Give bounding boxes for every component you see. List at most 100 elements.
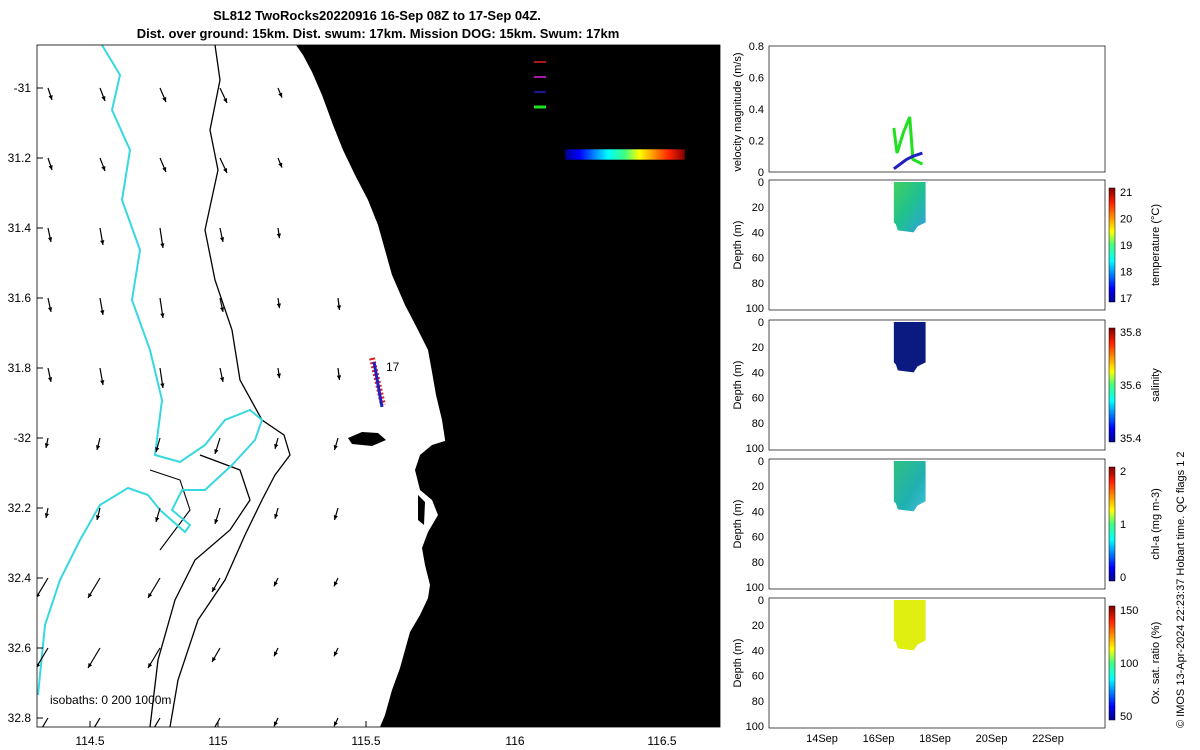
chla-swath — [893, 461, 926, 512]
map-ytick-label: 32.2 — [8, 501, 32, 515]
geo-vector — [274, 437, 279, 449]
chla-cbar-label: chl-a (mg m-3) — [1150, 488, 1162, 560]
legend-label: net glider velocity — [552, 100, 645, 114]
geo-vector — [44, 507, 49, 519]
track-line — [372, 361, 384, 408]
salinity-colorbar — [1108, 327, 1116, 443]
temperature-depth-tick: 100 — [746, 303, 764, 315]
geo-vector — [41, 717, 49, 727]
colorbar-tick-label: 0 — [572, 167, 579, 181]
chla-depth-tick: 20 — [752, 481, 764, 493]
geo-vector — [336, 367, 342, 381]
geo-vector — [47, 87, 53, 101]
salinity-depth-tick: 40 — [752, 367, 764, 379]
colorbar-side-label: 4h — [530, 130, 543, 144]
panels-xtick-label: 16Sep — [863, 733, 895, 745]
chla-cbar-tick: 1 — [1120, 519, 1126, 531]
velocity-ytick: 0.6 — [749, 73, 764, 85]
velocity-ytick: 0 — [758, 167, 764, 179]
map-x-axis: 114.5 115 115.5 116 116.5 — [75, 721, 677, 748]
geo-vector — [214, 507, 221, 525]
oxygen-swath — [893, 600, 926, 651]
track-label: 17 — [386, 360, 400, 374]
geo-vector — [211, 647, 221, 663]
salinity-swath — [893, 322, 926, 373]
isobath-200m — [169, 45, 291, 727]
geo-vector — [44, 437, 49, 449]
geo-vector — [273, 577, 279, 587]
legend-item: dive-avg current veloc. — [534, 85, 673, 99]
geo-vector — [99, 227, 105, 246]
chla-axes — [768, 458, 1106, 590]
map-xtick-label: 116 — [505, 734, 524, 748]
temperature-depth-tick: 60 — [752, 253, 764, 265]
colorbar-tick-label: 0.2 — [611, 167, 628, 181]
geo-vector — [96, 507, 101, 521]
isobath-1000m-b — [149, 469, 191, 551]
isobath-1000m — [149, 454, 251, 727]
temperature-colorbar — [1108, 187, 1116, 303]
salinity-axes — [768, 319, 1106, 451]
panels-xtick-label: 18Sep — [919, 733, 951, 745]
velocity-ytick: 0.4 — [749, 104, 764, 116]
geo-vector — [47, 227, 53, 243]
oxygen-cbar-label: Ox. sat. ratio (%) — [1150, 622, 1162, 705]
legend-item: sfc geo. vel. 23-Sep-2022 — [534, 115, 689, 129]
temperature-depth-tick: 20 — [752, 202, 764, 214]
map-ytick-label: 32.6 — [8, 641, 32, 655]
chla-depth-tick: 100 — [746, 582, 764, 594]
map-ytick-label: 31.6 — [8, 291, 32, 305]
land-mass — [296, 45, 720, 727]
chla-cbar-tick: 2 — [1120, 466, 1126, 478]
map-xtick-label: 116.5 — [647, 734, 676, 748]
geo-vector — [333, 507, 339, 521]
map-xtick-label: 114.5 — [75, 734, 104, 748]
geo-vector — [37, 647, 49, 668]
velocity-panel: 0.8 0.6 0.4 0.2 0 velocity magnitude (m/s) — [732, 41, 1106, 179]
map-title-line1: SL812 TwoRocks20220916 16-Sep 08Z to 17-… — [213, 8, 541, 23]
geo-vector — [159, 87, 167, 103]
map-ytick-label: 31.4 — [8, 221, 32, 235]
velocity-ytick: 0.2 — [749, 136, 764, 148]
geo-vector — [214, 437, 221, 455]
salinity-depth-tick: 60 — [752, 393, 764, 405]
velocity-axes — [768, 45, 1106, 173]
geo-vector — [273, 717, 279, 727]
map-ytick-label: 31.8 — [8, 361, 32, 375]
geo-vector — [147, 647, 161, 669]
legend-item: GPS surface velocity — [534, 70, 663, 84]
panels-xtick-label: 20Sep — [976, 733, 1008, 745]
glider-track: 17 — [369, 357, 400, 408]
geo-vector — [47, 297, 53, 313]
legend-item: net glider velocity — [534, 100, 645, 114]
oxygen-depth-tick: 40 — [752, 645, 764, 657]
geo-vector — [336, 297, 342, 311]
temperature-panel: 0 20 40 60 80 100 Depth (m) 21 20 19 18 17 temperatu… — [732, 177, 1162, 315]
geo-vector — [96, 437, 101, 451]
chla-depth-tick: 80 — [752, 557, 764, 569]
geo-vector — [87, 577, 101, 599]
geo-vector — [333, 717, 339, 727]
geo-vector — [93, 717, 101, 727]
oxygen-depth-tick: 20 — [752, 620, 764, 632]
map-xtick-label: 115.5 — [351, 734, 380, 748]
map-frame — [36, 44, 721, 728]
geo-vector — [99, 87, 106, 102]
panels-xtick-label: 14Sep — [806, 733, 838, 745]
legend-item: 25cm/s swim vector — [534, 55, 657, 69]
speed-colorbar-ticks: 0 0.2 0.4 — [572, 167, 670, 181]
map-ytick-label: -32 — [14, 431, 32, 445]
velocity-ylabel: velocity magnitude (m/s) — [732, 52, 744, 171]
geo-vector — [276, 227, 281, 239]
salinity-depth-tick: 80 — [752, 418, 764, 430]
temperature-axes — [768, 179, 1106, 311]
salinity-panel: 0 20 40 60 80 100 Depth (m) 35.8 35.6 35.4 salinit… — [732, 317, 1162, 455]
map-ytick-label: 32.8 — [8, 711, 32, 725]
geo-vector — [219, 367, 225, 383]
geo-vector — [47, 367, 53, 383]
map-panel: 17 114.5 115 115.5 116 116.5 -31 31.2 31.4 31.6… — [8, 44, 721, 748]
oxygen-cbar-tick: 50 — [1120, 711, 1132, 723]
